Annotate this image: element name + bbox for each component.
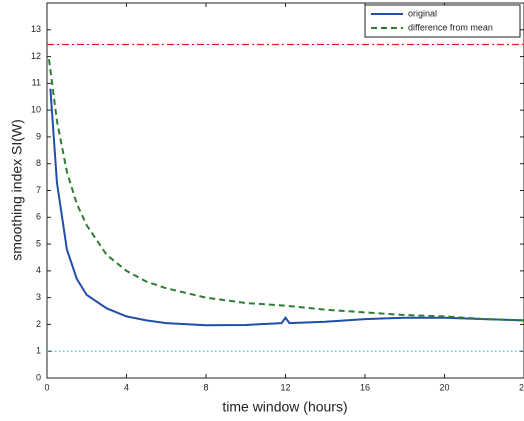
y-tick-label: 12 bbox=[31, 51, 41, 61]
x-tick-label: 24 bbox=[519, 382, 524, 392]
legend-label: original bbox=[408, 8, 437, 18]
y-tick-label: 9 bbox=[36, 131, 41, 141]
tick-labels: 01234567891011121304812162024 bbox=[31, 24, 524, 392]
x-tick-label: 12 bbox=[280, 382, 290, 392]
y-tick-label: 1 bbox=[36, 346, 41, 356]
y-tick-label: 0 bbox=[36, 372, 41, 382]
x-axis-label: time window (hours) bbox=[222, 399, 347, 415]
y-tick-label: 6 bbox=[36, 212, 41, 222]
y-tick-label: 3 bbox=[36, 292, 41, 302]
y-tick-label: 7 bbox=[36, 185, 41, 195]
x-tick-label: 4 bbox=[124, 382, 129, 392]
y-tick-label: 13 bbox=[31, 24, 41, 34]
y-tick-label: 4 bbox=[36, 265, 41, 275]
x-tick-label: 20 bbox=[439, 382, 449, 392]
x-tick-label: 0 bbox=[44, 382, 49, 392]
plot bbox=[47, 43, 524, 352]
x-tick-label: 8 bbox=[203, 382, 208, 392]
x-tick-label: 16 bbox=[360, 382, 370, 392]
plot-area bbox=[46, 2, 524, 379]
legend bbox=[364, 4, 521, 38]
y-tick-label: 2 bbox=[36, 319, 41, 329]
y-tick-label: 8 bbox=[36, 158, 41, 168]
y-axis-label: smoothing index SI(W) bbox=[9, 119, 25, 261]
y-tick-label: 5 bbox=[36, 238, 41, 248]
series-line bbox=[49, 88, 524, 327]
legend-label: difference from mean bbox=[408, 22, 493, 32]
series-line bbox=[47, 59, 524, 322]
y-tick-label: 11 bbox=[32, 78, 41, 88]
y-tick-label: 10 bbox=[31, 105, 41, 115]
